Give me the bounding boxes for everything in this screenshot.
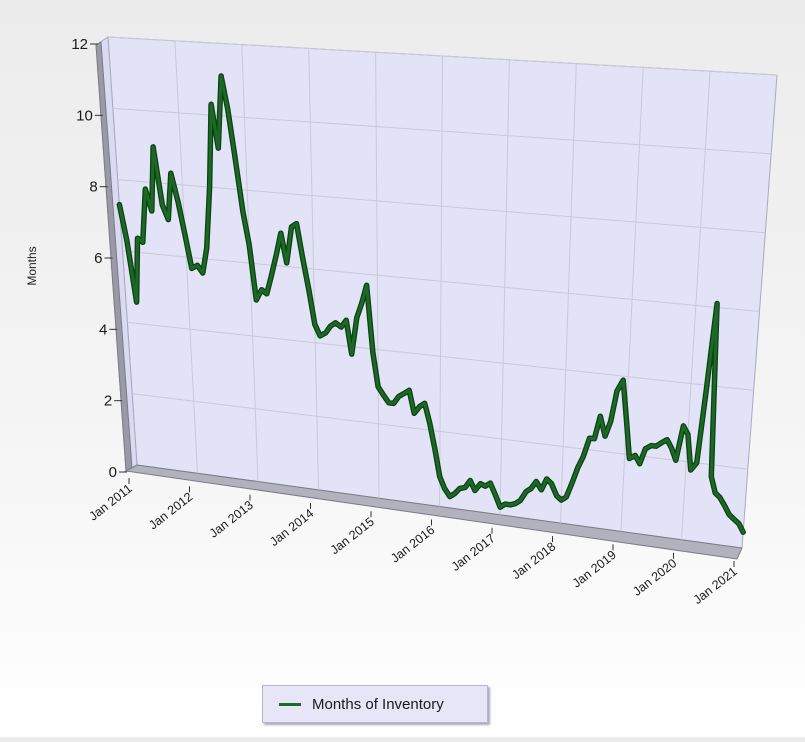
x-tick-label: Jan 2012 <box>146 490 195 533</box>
x-tick-label: Jan 2011 <box>86 481 134 523</box>
y-tick-label: 6 <box>94 250 102 267</box>
x-tick-label: Jan 2017 <box>449 531 498 574</box>
x-tick-label: Jan 2016 <box>388 523 437 566</box>
y-tick-label: 4 <box>99 321 107 338</box>
legend-label: Months of Inventory <box>312 695 444 713</box>
y-axis-label: Months <box>25 246 39 285</box>
x-tick-label: Jan 2013 <box>207 498 256 541</box>
grid-line-v <box>560 63 577 524</box>
y-tick-label: 8 <box>89 179 97 196</box>
legend-swatch <box>279 702 301 706</box>
floor-front-edge <box>124 464 743 560</box>
grid-line-v <box>499 59 510 515</box>
legend: Months of Inventory <box>262 685 488 723</box>
grid-line-v <box>308 48 319 490</box>
x-tick-label: Jan 2019 <box>570 548 619 591</box>
x-tick-label: Jan 2015 <box>328 515 377 558</box>
y-tick-label: 10 <box>76 107 93 124</box>
grid-line-v <box>439 55 443 507</box>
series-line <box>117 74 745 534</box>
y-tick-label: 12 <box>71 36 88 53</box>
grid-line-v <box>375 52 380 499</box>
x-tick-label: Jan 2014 <box>267 506 316 549</box>
x-tick-label: Jan 2018 <box>509 539 558 582</box>
grid-line-v <box>681 71 711 540</box>
y-tick-label: 2 <box>104 393 112 410</box>
x-tick-label: Jan 2020 <box>630 556 679 599</box>
grid-layer <box>107 36 778 540</box>
x-tick-label: Jan 2021 <box>691 564 740 607</box>
grid-line-v <box>174 40 198 474</box>
grid-line-v <box>620 67 644 532</box>
series-layer <box>116 73 746 535</box>
y-tick-label: 0 <box>109 464 117 481</box>
